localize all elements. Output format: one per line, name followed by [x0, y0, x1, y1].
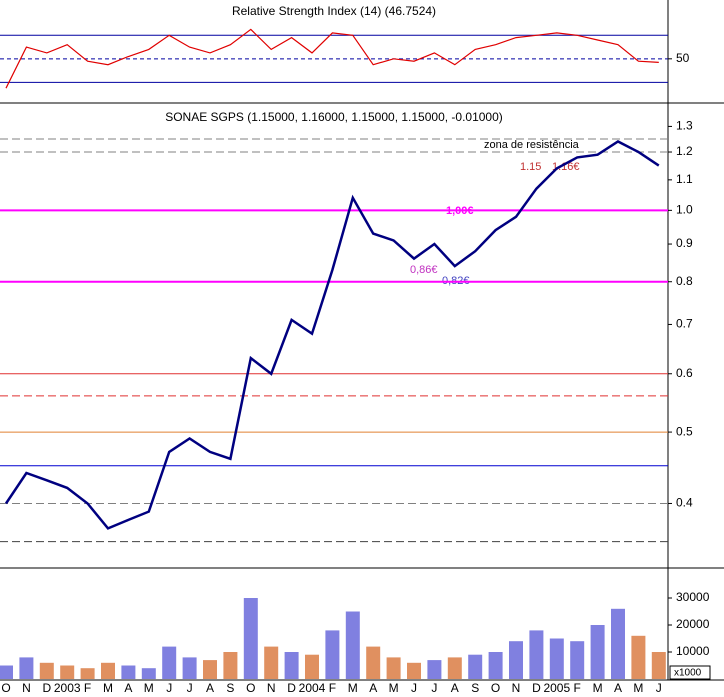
y-tick-label: 30000: [676, 590, 710, 604]
annotation: 1.15: [520, 161, 541, 173]
annotation: zona de resistência: [484, 139, 580, 151]
annotation: 1.16€: [552, 161, 580, 173]
x-tick-label: M: [389, 681, 399, 695]
volume-bar: [203, 660, 217, 679]
x-tick-label: O: [1, 681, 10, 695]
x-tick-label: N: [512, 681, 521, 695]
x-tick-label: M: [103, 681, 113, 695]
y-tick-label: 1.1: [676, 172, 693, 186]
units-label: x1000: [674, 668, 702, 679]
volume-bar: [121, 665, 136, 679]
series-line: [4, 140, 660, 530]
volume-bar: [386, 657, 401, 679]
volume-bar: [182, 657, 197, 679]
x-tick-label: F: [84, 681, 91, 695]
volume-bar: [509, 641, 523, 679]
x-tick-label: M: [348, 681, 358, 695]
x-tick-label: A: [206, 681, 214, 695]
volume-bar: [366, 646, 381, 679]
volume-bar: [345, 611, 360, 679]
volume-bar: [162, 646, 177, 679]
price-title: SONAE SGPS (1.15000, 1.16000, 1.15000, 1…: [165, 110, 503, 124]
x-tick-label: A: [124, 681, 132, 695]
y-tick-label: 20000: [676, 617, 710, 631]
volume-bar: [325, 630, 340, 679]
volume-bar: [570, 641, 585, 679]
x-tick-label: 2003: [54, 681, 81, 695]
y-tick-label: 1.3: [676, 119, 693, 133]
y-tick-label: 50: [676, 51, 690, 65]
volume-bar: [101, 662, 115, 679]
y-tick-label: 1.2: [676, 144, 693, 158]
x-tick-label: 2005: [543, 681, 570, 695]
volume-bar: [407, 662, 421, 679]
volume-bar: [0, 665, 13, 679]
x-tick-label: M: [144, 681, 154, 695]
volume-bar: [19, 657, 34, 679]
volume-bar: [631, 635, 646, 679]
volume-bar: [611, 608, 625, 679]
x-tick-label: S: [471, 681, 479, 695]
x-tick-label: N: [22, 681, 31, 695]
x-tick-label: F: [329, 681, 336, 695]
y-tick-label: 1.0: [676, 203, 693, 217]
volume-bar: [468, 654, 483, 679]
x-tick-label: A: [451, 681, 459, 695]
x-tick-label: F: [574, 681, 581, 695]
volume-bar: [590, 625, 605, 679]
x-tick-label: D: [287, 681, 296, 695]
y-tick-label: 0.8: [676, 274, 693, 288]
x-tick-label: A: [614, 681, 622, 695]
volume-bar: [447, 657, 462, 679]
volume-bar: [223, 652, 238, 679]
volume-bar: [284, 652, 299, 679]
rsi-title: Relative Strength Index (14) (46.7524): [232, 4, 436, 18]
x-tick-label: S: [226, 681, 234, 695]
volume-bar: [651, 652, 666, 679]
x-tick-label: A: [369, 681, 377, 695]
x-tick-label: N: [267, 681, 276, 695]
volume-bar: [488, 652, 503, 679]
volume-bar: [305, 654, 319, 679]
volume-bar: [243, 598, 258, 679]
y-tick-label: 10000: [676, 644, 710, 658]
y-tick-label: 0.4: [676, 496, 693, 510]
volume-bar: [549, 638, 564, 679]
x-tick-label: J: [166, 681, 172, 695]
series-line: [5, 28, 659, 89]
volume-bar: [39, 662, 54, 679]
volume-bar: [529, 630, 544, 679]
y-tick-label: 0.5: [676, 424, 693, 438]
x-tick-label: M: [593, 681, 603, 695]
x-tick-label: O: [246, 681, 255, 695]
annotation: 0,86€: [410, 264, 438, 276]
x-tick-label: D: [42, 681, 51, 695]
x-tick-label: 2004: [299, 681, 326, 695]
volume-bar: [141, 668, 156, 679]
volume-bar: [427, 660, 442, 679]
y-tick-label: 0.6: [676, 366, 693, 380]
volume-bar: [80, 668, 95, 679]
x-tick-label: J: [187, 681, 193, 695]
x-tick-label: M: [633, 681, 643, 695]
y-tick-label: 0.9: [676, 236, 693, 250]
volume-bar: [60, 665, 75, 679]
x-tick-label: J: [411, 681, 417, 695]
x-tick-label: D: [532, 681, 541, 695]
y-tick-label: 0.7: [676, 317, 693, 331]
x-tick-label: J: [656, 681, 662, 695]
x-tick-label: O: [491, 681, 500, 695]
x-tick-label: J: [431, 681, 437, 695]
units-box: [669, 665, 711, 680]
volume-bar: [264, 646, 279, 679]
